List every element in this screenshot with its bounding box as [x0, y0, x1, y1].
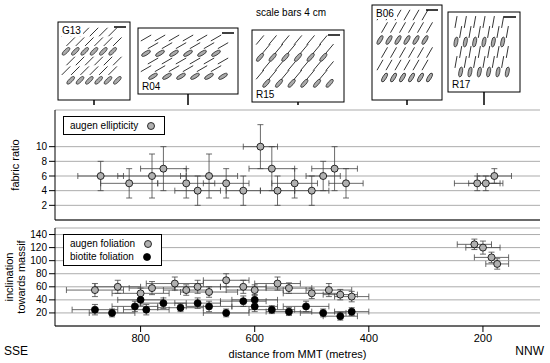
- svg-text:scale bars 4 cm: scale bars 4 cm: [256, 7, 326, 18]
- svg-text:R17: R17: [452, 79, 471, 90]
- svg-text:B06: B06: [376, 8, 394, 19]
- svg-text:fabric ratio: fabric ratio: [9, 139, 21, 190]
- svg-text:6: 6: [41, 171, 47, 182]
- svg-text:80: 80: [36, 268, 48, 279]
- svg-text:100: 100: [30, 255, 47, 266]
- svg-text:2: 2: [41, 200, 47, 211]
- svg-text:20: 20: [36, 307, 48, 318]
- html-text:augen ellipticity: augen ellipticity: [70, 120, 139, 131]
- svg-text:120: 120: [30, 242, 47, 253]
- svg-text:inclination: inclination: [3, 253, 15, 302]
- html-text:SSE: SSE: [4, 344, 28, 358]
- html-text:biotite foliation: biotite foliation: [70, 251, 134, 262]
- svg-text:8: 8: [41, 156, 47, 167]
- svg-text:400: 400: [360, 332, 378, 344]
- svg-text:40: 40: [36, 294, 48, 305]
- svg-text:600: 600: [246, 332, 264, 344]
- svg-text:140: 140: [30, 229, 47, 240]
- svg-text:200: 200: [474, 332, 492, 344]
- svg-text:4: 4: [41, 185, 47, 196]
- svg-text:R15: R15: [256, 89, 275, 100]
- svg-text:towards massif: towards massif: [15, 239, 27, 313]
- svg-text:60: 60: [36, 281, 48, 292]
- html-text:augen foliation: augen foliation: [70, 238, 136, 249]
- html-text:NNW: NNW: [515, 344, 544, 358]
- svg-text:R04: R04: [142, 81, 161, 92]
- svg-text:10: 10: [36, 141, 48, 152]
- svg-text:distance from MMT (metres): distance from MMT (metres): [229, 348, 367, 360]
- svg-text:G13: G13: [62, 25, 81, 36]
- svg-text:800: 800: [131, 332, 149, 344]
